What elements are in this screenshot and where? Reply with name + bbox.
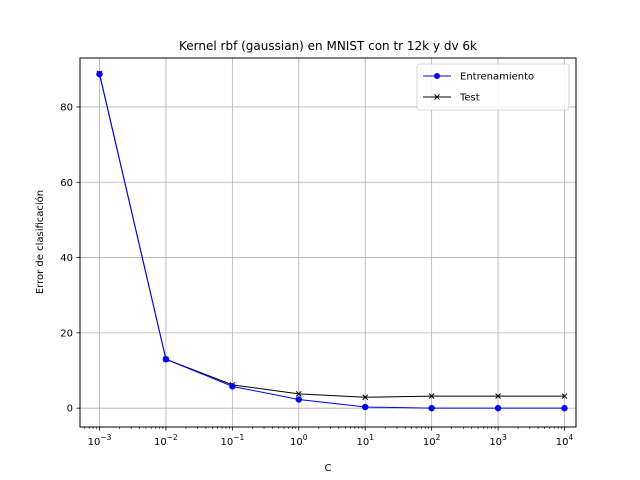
x-tick-label: 10−3 [88,433,112,448]
x-tick-label: 102 [423,433,441,448]
chart-title: Kernel rbf (gaussian) en MNIST con tr 12… [179,39,477,53]
data-point [295,391,302,397]
data-point [96,70,103,78]
x-marker-stroke [434,94,440,100]
legend-label: Entrenamiento [460,72,534,83]
x-tick-label: 10−2 [154,433,178,448]
data-point [428,404,435,412]
data-point [428,393,435,399]
x-marker-stroke [428,393,435,399]
data-point [561,404,568,412]
x-marker-stroke [362,394,369,401]
x-tick-label: 104 [556,433,574,448]
grid [80,58,576,427]
data-point [295,396,303,403]
x-tick-label: 101 [356,433,374,448]
data-point [362,394,369,401]
legend: Entrenamiento Test [416,63,570,111]
y-axis: 0 20 40 60 80 [60,102,80,415]
data-point [229,383,236,390]
x-marker-stroke [495,393,501,399]
legend-item: Test [423,93,480,104]
y-tick-label: 20 [60,328,73,339]
y-tick-label: 80 [60,102,73,113]
plot-frame [79,57,577,428]
x-axis-title: C [325,463,332,474]
y-axis-title: Error de clasificación [34,190,46,294]
data-point [494,404,502,412]
data-point [561,393,568,399]
data-point [361,403,369,411]
x-tick-label: 100 [290,433,308,448]
y-tick-label: 40 [60,253,73,264]
y-tick-label: 0 [67,404,73,415]
y-tick-label: 60 [60,178,73,189]
data-point [162,355,170,363]
legend-item: Entrenamiento [423,72,534,83]
series-layer [96,70,568,412]
x-axis: 10−3 10−2 10−1 100 101 102 103 104 [84,427,574,448]
x-tick-label: 103 [489,433,507,448]
legend-label: Test [459,93,480,104]
x-marker-stroke [561,393,568,399]
legend-marker [434,73,440,79]
x-marker-stroke [295,391,302,397]
legend-marker [434,94,440,100]
series-entrenamiento [96,70,568,412]
series-line [99,74,565,409]
data-point [495,393,501,399]
x-tick-label: 10−1 [220,433,244,448]
legend-box [416,63,570,111]
